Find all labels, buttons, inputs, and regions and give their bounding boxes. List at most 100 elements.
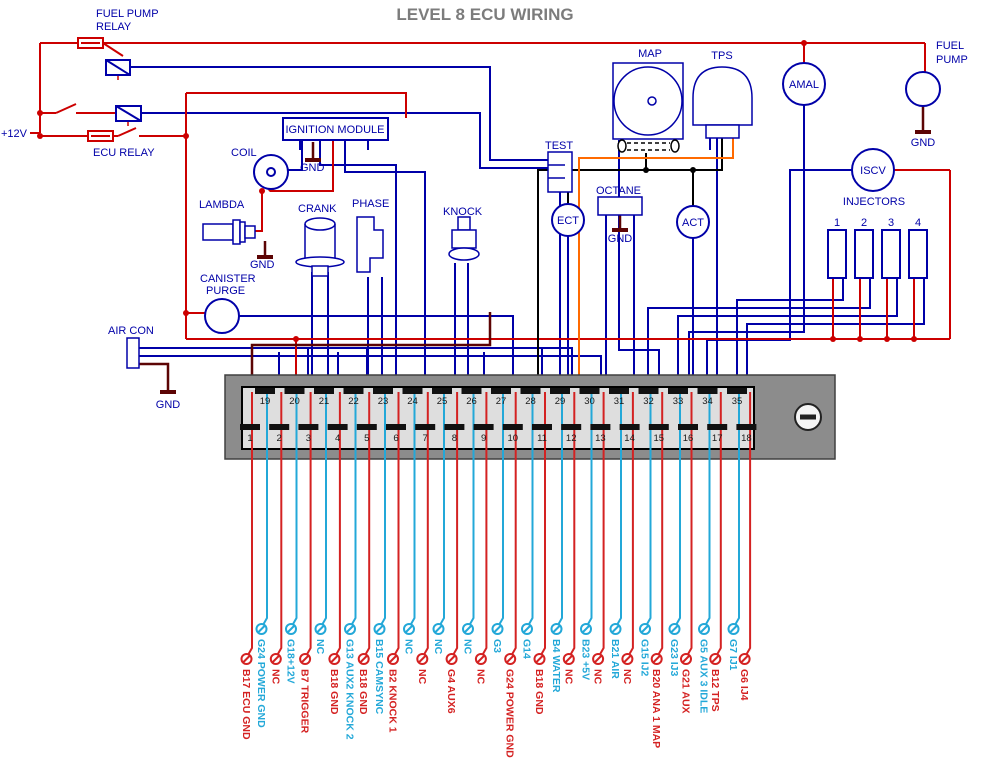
harness-wire xyxy=(335,392,341,656)
harness-wire xyxy=(675,392,681,626)
wire-terminal-slash-icon xyxy=(256,624,267,634)
wire-terminal-icon xyxy=(727,623,740,635)
wire-terminal-icon xyxy=(357,653,370,665)
injector-numbers: 1 2 3 4 xyxy=(834,217,921,229)
component-shapes xyxy=(77,37,941,369)
coil-shape xyxy=(253,154,289,190)
pin-bar-bottom xyxy=(386,424,406,430)
harness-wire-label: G4 AUX6 xyxy=(445,669,457,714)
crank-label: CRANK xyxy=(298,203,337,215)
wire-terminal-icon xyxy=(562,653,575,665)
wire-terminal-slash-icon xyxy=(286,624,296,634)
wire-terminal-icon xyxy=(668,623,681,635)
canister-label-1: CANISTER xyxy=(200,273,256,285)
wire-terminal-icon xyxy=(285,623,297,635)
pin-number-bottom: 12 xyxy=(566,433,577,444)
act-label: ACT xyxy=(682,217,704,229)
pin-bar-top xyxy=(609,388,629,394)
map-connector-shape xyxy=(617,139,680,153)
pin-number-bottom: 5 xyxy=(364,433,369,444)
octane-gnd-label: GND xyxy=(608,233,633,245)
harness-wire xyxy=(657,392,664,656)
harness-wire-label: NC xyxy=(269,669,281,685)
pin-bar-bottom xyxy=(269,424,290,430)
harness-wire xyxy=(452,392,459,656)
harness-wire-label: B20 ANA 1 MAP xyxy=(650,669,662,748)
harness-wire xyxy=(422,392,429,656)
canister-label-2: PURGE xyxy=(206,285,245,297)
pin-number-top: 32 xyxy=(643,396,654,407)
pin-number-top: 35 xyxy=(732,396,743,407)
pin-number-top: 29 xyxy=(555,396,566,407)
pin-bar-bottom xyxy=(444,424,465,430)
phase-shape xyxy=(356,216,384,273)
ect-shape xyxy=(551,203,585,237)
plus-12v-label: +12V xyxy=(1,128,28,140)
pin-number-top: 27 xyxy=(496,396,507,407)
wire-terminal-icon xyxy=(639,623,651,635)
air-con-shape xyxy=(126,337,140,369)
pin-bar-bottom xyxy=(356,424,377,430)
wire-terminal-slash-icon xyxy=(522,624,532,634)
harness-wire xyxy=(645,392,652,626)
wire-terminal-slash-icon xyxy=(610,624,621,634)
harness-wire xyxy=(364,392,371,656)
wire-terminal-icon xyxy=(255,623,268,635)
fuel-pump-gnd-label: GND xyxy=(911,137,936,149)
pin-number-top: 21 xyxy=(319,396,330,407)
wire-terminal-icon xyxy=(269,653,282,665)
wire-terminal-slash-icon xyxy=(534,654,545,664)
orange-wires xyxy=(578,138,734,392)
pin-number-bottom: 13 xyxy=(595,433,606,444)
pin-bar-bottom xyxy=(240,424,260,430)
pin-bar-bottom xyxy=(298,424,319,430)
pin-bar-top xyxy=(520,388,541,394)
wire-terminal-icon xyxy=(491,623,504,635)
wire-terminal-icon xyxy=(521,623,533,635)
air-con-label: AIR CON xyxy=(108,325,154,337)
harness-wire-label: NC xyxy=(621,669,633,685)
harness-wire-label: B4 WATER xyxy=(550,639,562,693)
wire-terminal-slash-icon xyxy=(728,624,739,634)
harness-wire xyxy=(321,392,327,626)
wire-terminal-icon xyxy=(299,653,312,665)
harness-wire xyxy=(598,392,605,656)
wire-terminal-slash-icon xyxy=(404,624,414,634)
connector-screw xyxy=(794,403,822,431)
injectors-label: INJECTORS xyxy=(843,196,905,208)
wire-terminal-slash-icon xyxy=(329,654,340,664)
connector-pins: 19 20 21 22 23 24 25 26 27 28 29 30 31 32 33 34 351 2 3 4 5 6… xyxy=(240,388,757,444)
harness-wire xyxy=(498,392,504,626)
wire-terminal-icon xyxy=(738,653,751,665)
wire-terminal-icon xyxy=(387,653,399,665)
wire-terminal-slash-icon xyxy=(271,654,281,664)
ignition-module-label: IGNITION MODULE xyxy=(285,124,384,136)
harness-wire xyxy=(527,392,534,626)
lambda-gnd-label: GND xyxy=(250,259,275,271)
pin-bar-bottom xyxy=(502,424,523,430)
wire-terminal-icon xyxy=(650,653,663,665)
fuel-pump-relay-label-2: RELAY xyxy=(96,21,132,33)
pin-bar-bottom xyxy=(736,424,757,430)
wire-terminal-slash-icon xyxy=(476,654,486,664)
wire-terminal-icon xyxy=(403,623,415,635)
wire-terminal-slash-icon xyxy=(739,654,750,664)
pin-number-bottom: 3 xyxy=(306,433,311,444)
harness-wire xyxy=(569,392,576,656)
injector-number: 3 xyxy=(888,217,894,229)
wire-terminal-slash-icon xyxy=(433,624,444,634)
wire-terminal-icon xyxy=(474,653,487,665)
pin-number-top: 28 xyxy=(525,396,536,407)
wire-terminal-icon xyxy=(709,653,722,665)
ground-bars xyxy=(160,130,931,394)
harness-wire xyxy=(247,392,253,656)
harness-wire-label: B2 KNOCK 1 xyxy=(387,669,399,733)
wire-terminal-slash-icon xyxy=(710,654,721,664)
harness-wire-label: B18 GND xyxy=(533,669,545,715)
harness-wire-label: B18 GND xyxy=(328,669,340,715)
harness-wire-label: G13 AUX2 KNOCK 2 xyxy=(344,639,356,740)
harness-wire-label: NC xyxy=(474,669,486,685)
act-shape xyxy=(676,205,710,239)
octane-label: OCTANE xyxy=(596,185,641,197)
